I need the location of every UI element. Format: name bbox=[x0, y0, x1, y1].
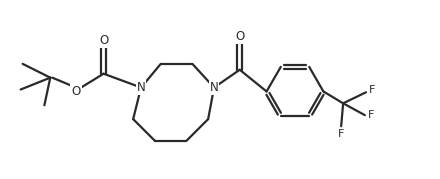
Text: N: N bbox=[210, 81, 218, 94]
Text: F: F bbox=[369, 85, 375, 95]
Text: O: O bbox=[235, 30, 244, 43]
Text: O: O bbox=[71, 85, 81, 98]
Text: O: O bbox=[99, 34, 108, 47]
Text: F: F bbox=[367, 110, 374, 120]
Text: N: N bbox=[137, 81, 146, 94]
Text: F: F bbox=[338, 129, 345, 139]
